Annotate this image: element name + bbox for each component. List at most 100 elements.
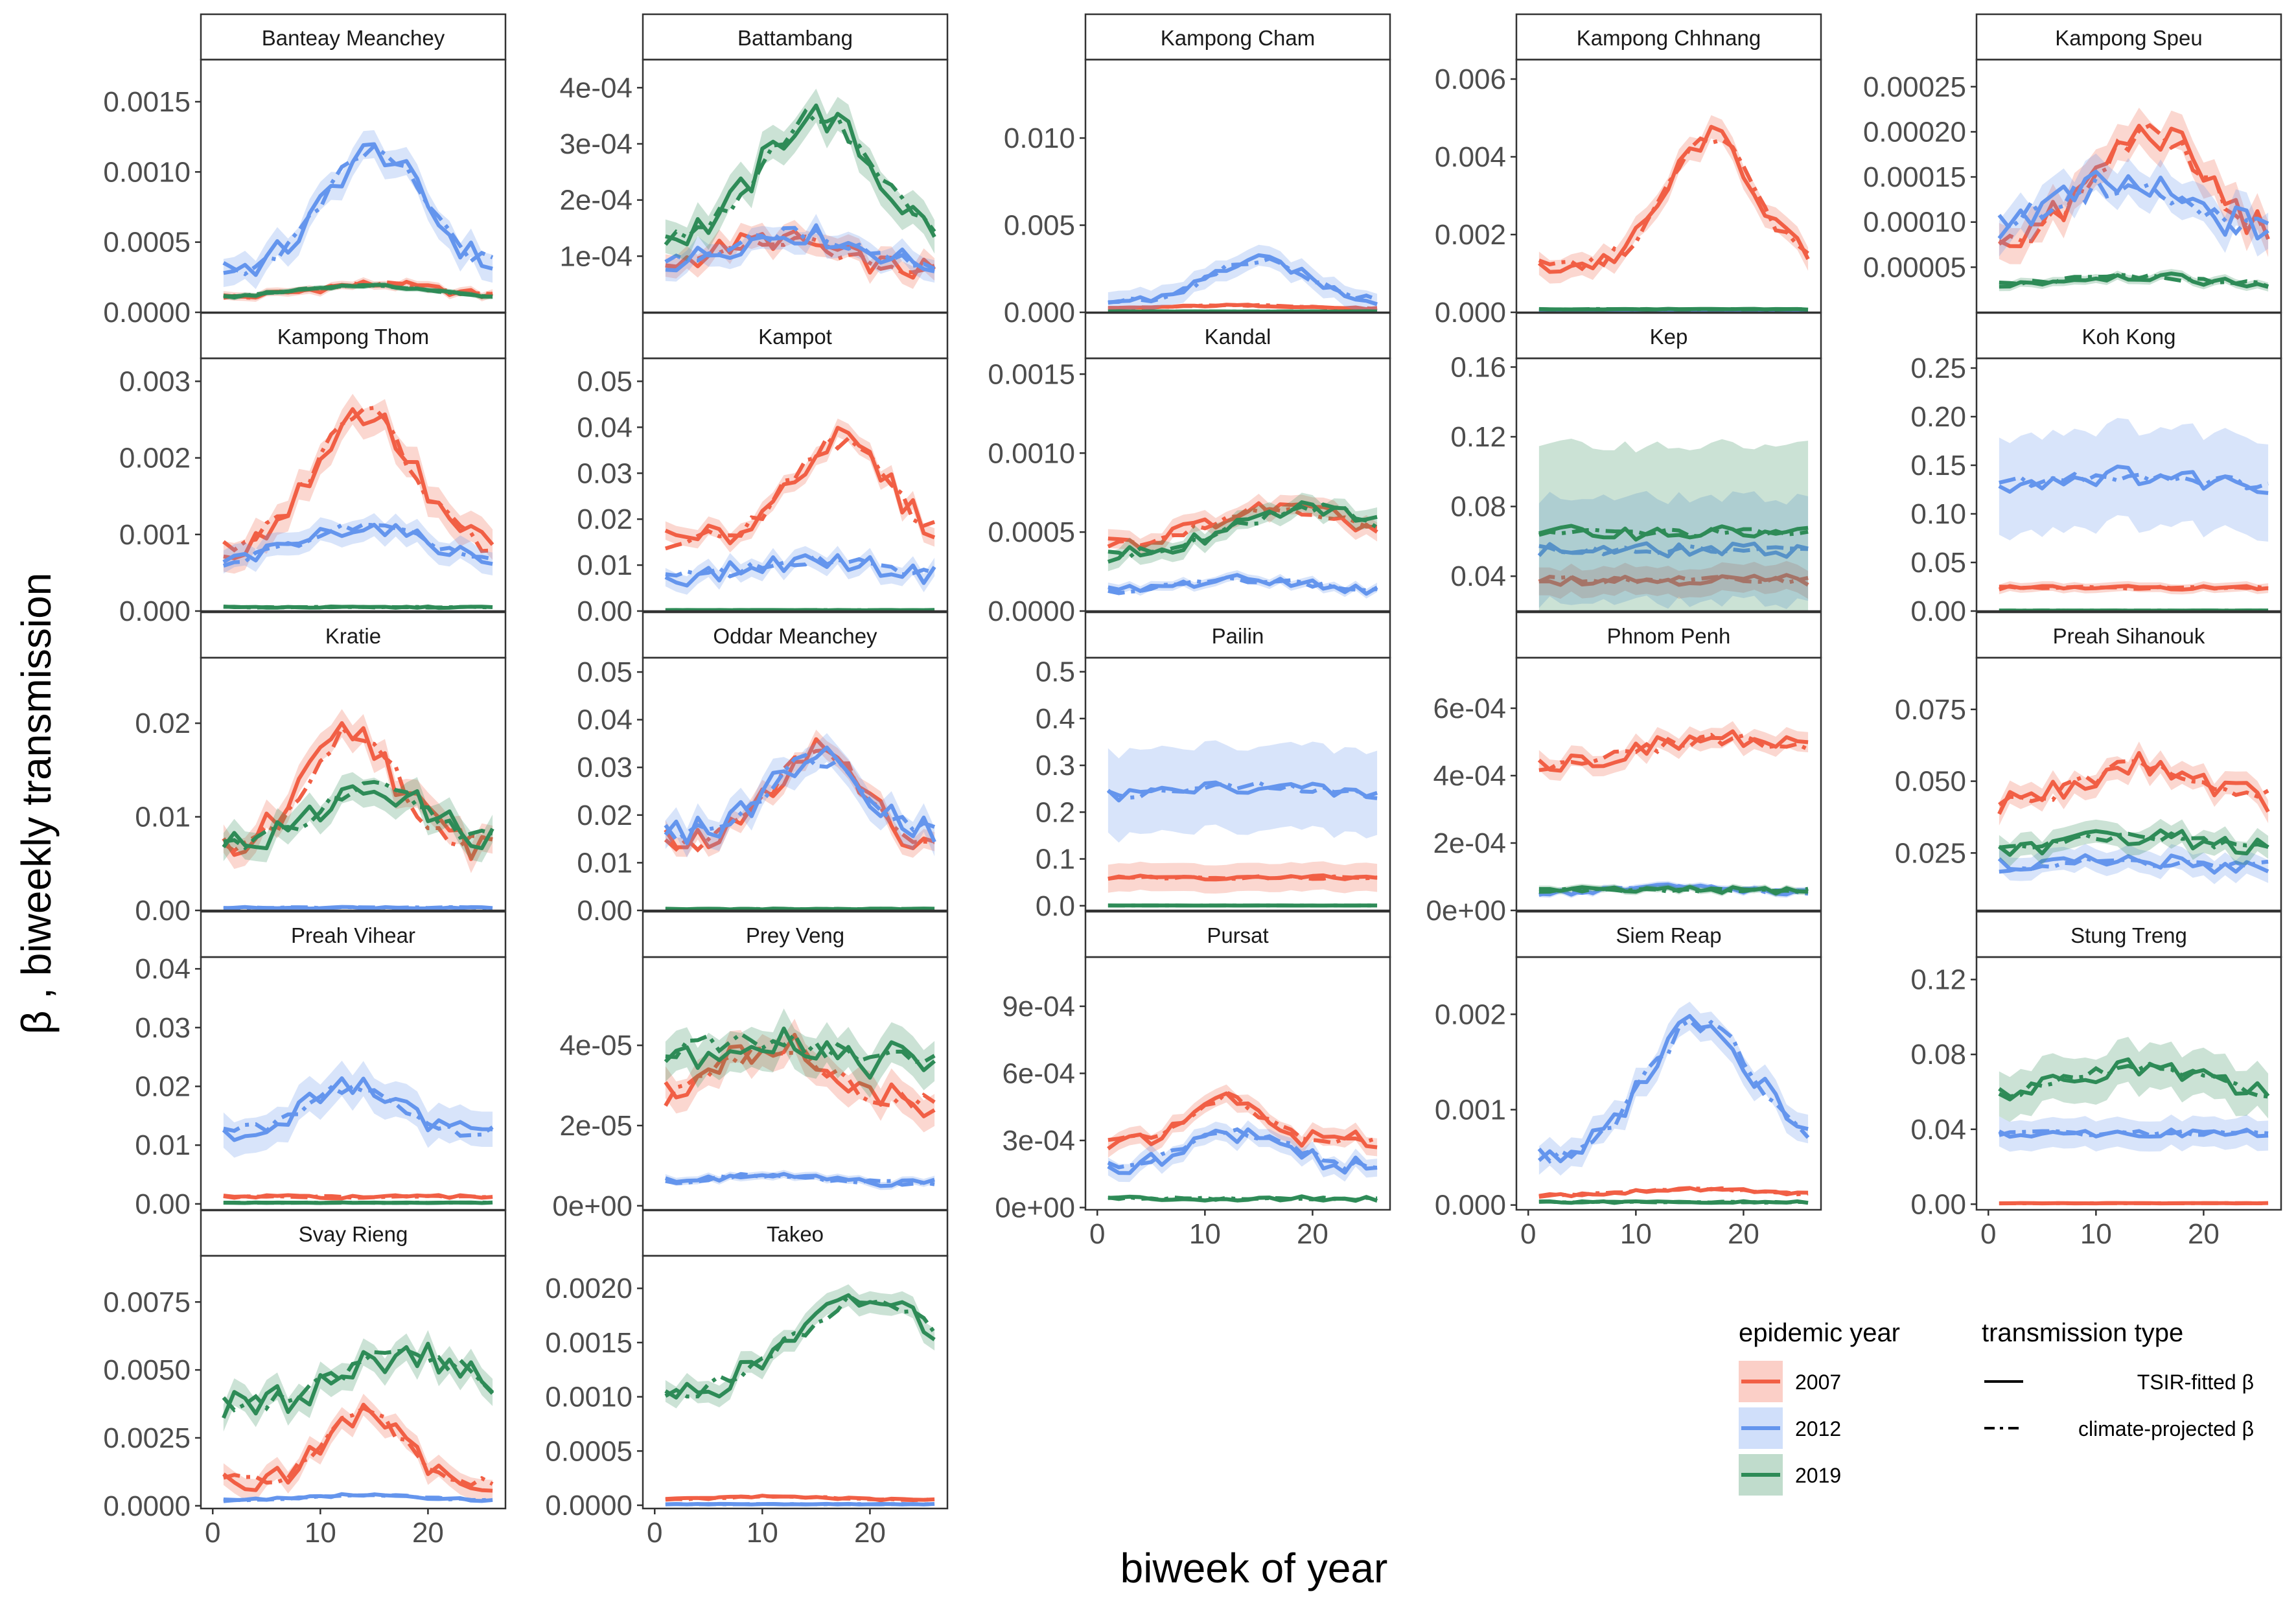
plot-area xyxy=(1107,244,1378,312)
panel-takeo: Takeo 0.0000 0.0005 0.0010 0.0015 0.0020 0 10 20 xyxy=(545,1209,949,1549)
y-tick-label: 0.2 xyxy=(1036,796,1075,828)
line-fitted-2019 xyxy=(1107,1194,1378,1203)
y-tick-label: 0.05 xyxy=(577,656,632,688)
line-fitted-2019 xyxy=(1538,306,1809,312)
y-tick-label: 0.00015 xyxy=(1863,161,1966,193)
line-fitted-2019 xyxy=(222,784,494,851)
legend-year-label: 2012 xyxy=(1795,1417,1841,1440)
line-fitted-2012 xyxy=(1537,541,1809,559)
strip-label: Kampong Cham xyxy=(1161,26,1315,50)
line-fitted-2012 xyxy=(1107,573,1378,596)
line-fitted-2012 xyxy=(1106,780,1378,803)
line-fitted-2019 xyxy=(664,1026,936,1080)
y-tick-label: 0.04 xyxy=(135,953,191,985)
line-projected-2019 xyxy=(664,108,936,246)
y-tick-label: 0.00 xyxy=(1910,595,1966,627)
line-projected-2019 xyxy=(1998,1061,2269,1099)
y-tick-label: 0.01 xyxy=(577,847,632,879)
strip-oddar-meanchey xyxy=(642,611,949,659)
line-fitted-2019 xyxy=(1107,500,1378,564)
panel-border xyxy=(1515,357,1822,612)
line-fitted-2007 xyxy=(665,1494,935,1503)
strip-label: Kampong Chhnang xyxy=(1577,26,1761,50)
strip-label: Prey Veng xyxy=(746,923,844,947)
panel-kampot: Kampot 0.00 0.01 0.02 0.03 0.04 0.05 xyxy=(577,312,949,627)
strip-siem-reap xyxy=(1515,910,1822,958)
line-fitted-2012 xyxy=(223,142,493,277)
y-tick-label: 0.16 xyxy=(1450,351,1506,383)
y-tick-label: 0.0005 xyxy=(545,1435,632,1467)
x-tick-label: 0 xyxy=(205,1517,220,1549)
x-tick-label: 10 xyxy=(305,1517,336,1549)
plot-area xyxy=(1998,1037,2270,1206)
y-tick-label: 3e-04 xyxy=(559,128,632,160)
strip-label: Banteay Meanchey xyxy=(262,26,445,50)
strip-kampong-chhnang xyxy=(1515,13,1822,61)
line-fitted-2019 xyxy=(1998,1057,2270,1102)
strip-label: Kampong Thom xyxy=(277,325,429,349)
y-tick-label: 0.00 xyxy=(135,895,191,927)
strip-label: Svay Rieng xyxy=(299,1222,408,1246)
y-tick-label: 0.05 xyxy=(577,365,632,397)
y-tick-label: 0.00020 xyxy=(1863,116,1966,148)
y-tick-label: 0.000 xyxy=(119,595,191,627)
plot-area xyxy=(1537,1001,1810,1205)
y-tick-label: 0.03 xyxy=(135,1012,191,1044)
panel-border xyxy=(1975,956,2282,1211)
x-tick-label: 20 xyxy=(2188,1218,2220,1250)
y-tick-label: 0.00010 xyxy=(1863,207,1966,238)
y-tick-label: 4e-04 xyxy=(559,72,632,104)
line-fitted-2012 xyxy=(1997,853,2269,875)
panel-border xyxy=(1084,956,1391,1211)
panel-stung-treng: Stung Treng 0.00 0.04 0.08 0.12 0 10 20 xyxy=(1910,910,2282,1250)
ribbon-2007 xyxy=(223,709,493,873)
line-fitted-2012 xyxy=(223,1492,493,1503)
y-tick-label: 0.0015 xyxy=(988,358,1075,390)
strip-kampong-speu xyxy=(1975,13,2282,61)
strip-kampong-thom xyxy=(200,312,507,360)
panel-banteay-meanchey: Banteay Meanchey 0.0000 0.0005 0.0010 0.0015 xyxy=(103,13,507,329)
line-fitted-2019 xyxy=(1538,1199,1809,1205)
plot-area xyxy=(664,1008,936,1190)
line-projected-2012 xyxy=(1997,174,2269,237)
line-fitted-2007 xyxy=(1538,573,1809,587)
y-tick-label: 2e-04 xyxy=(559,185,632,216)
panel-oddar-meanchey: Oddar Meanchey 0.00 0.01 0.02 0.03 0.04 0.05 xyxy=(577,611,949,927)
y-tick-label: 0.010 xyxy=(1004,122,1075,154)
panel-kampong-speu: Kampong Speu 0.00005 0.00010 0.00015 0.00020… xyxy=(1863,13,2282,314)
y-tick-label: 0e+00 xyxy=(995,1192,1075,1224)
y-tick-label: 0.002 xyxy=(1435,999,1506,1030)
panel-kep: Kep 0.04 0.08 0.12 0.16 xyxy=(1450,312,1822,612)
line-fitted-2012 xyxy=(665,1501,935,1507)
panel-prey-veng: Prey Veng 0e+00 2e-05 4e-05 xyxy=(552,910,949,1222)
y-tick-label: 0.00 xyxy=(135,1188,191,1220)
x-tick-label: 0 xyxy=(1089,1218,1105,1250)
y-tick-label: 2e-04 xyxy=(1433,827,1506,859)
plot-area xyxy=(1997,108,2270,292)
panel-battambang: Battambang 1e-04 2e-04 3e-04 4e-04 xyxy=(559,13,949,314)
y-tick-label: 0.05 xyxy=(1910,547,1966,579)
y-tick-label: 0.0000 xyxy=(103,297,191,329)
x-tick-label: 10 xyxy=(2080,1218,2112,1250)
legend-type-label: climate-projected β xyxy=(2078,1417,2254,1440)
y-tick-label: 0.0005 xyxy=(988,516,1075,548)
ribbon-2012 xyxy=(223,1060,493,1158)
y-tick-label: 0.0050 xyxy=(103,1354,191,1386)
strip-label: Siem Reap xyxy=(1616,923,1721,947)
y-tick-label: 0.025 xyxy=(1895,837,1966,869)
line-projected-2019 xyxy=(1999,831,2269,850)
panel-border xyxy=(1975,656,2282,912)
line-fitted-2007 xyxy=(1537,729,1809,773)
line-projected-2007 xyxy=(222,724,493,853)
y-tick-label: 0.075 xyxy=(1895,694,1966,726)
ribbon-2012 xyxy=(1999,154,2269,257)
strip-stung-treng xyxy=(1975,910,2282,958)
strip-label: Takeo xyxy=(767,1222,824,1246)
strip-kep xyxy=(1515,312,1822,360)
y-tick-label: 0.0000 xyxy=(545,1490,632,1521)
y-tick-label: 0.02 xyxy=(577,800,632,831)
y-tick-label: 0.15 xyxy=(1910,450,1966,481)
strip-kratie xyxy=(200,611,507,659)
line-projected-2012 xyxy=(664,752,936,843)
strip-label: Kampong Speu xyxy=(2055,26,2203,50)
